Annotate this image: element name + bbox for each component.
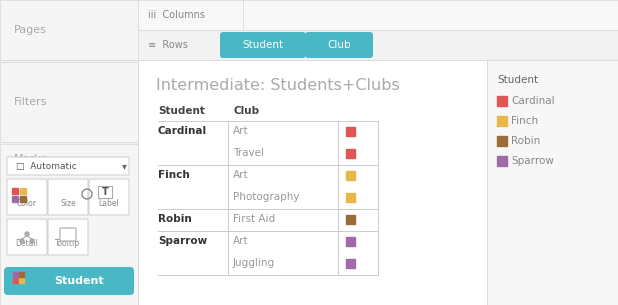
Text: Art: Art bbox=[233, 170, 248, 180]
Text: Sparrow: Sparrow bbox=[158, 236, 207, 246]
Text: □  Automatic: □ Automatic bbox=[16, 162, 77, 170]
Text: Filters: Filters bbox=[14, 97, 48, 107]
FancyBboxPatch shape bbox=[220, 32, 306, 58]
Text: Art: Art bbox=[233, 236, 248, 246]
Text: Marks: Marks bbox=[14, 154, 48, 164]
Text: Juggling: Juggling bbox=[233, 258, 275, 268]
Bar bbox=[12, 196, 18, 202]
Circle shape bbox=[20, 239, 24, 243]
Bar bbox=[98, 186, 112, 198]
Bar bbox=[346, 171, 355, 180]
Bar bbox=[138, 0, 618, 30]
Bar bbox=[497, 156, 507, 166]
Text: Student: Student bbox=[497, 75, 538, 85]
FancyBboxPatch shape bbox=[305, 32, 373, 58]
Bar bbox=[346, 259, 355, 268]
FancyBboxPatch shape bbox=[4, 267, 134, 295]
Bar bbox=[346, 193, 355, 202]
Bar bbox=[20, 188, 26, 194]
Text: Cardinal: Cardinal bbox=[511, 96, 554, 106]
Circle shape bbox=[25, 232, 29, 236]
Bar bbox=[346, 149, 355, 158]
FancyBboxPatch shape bbox=[7, 157, 129, 175]
Bar bbox=[497, 116, 507, 126]
Bar bbox=[19, 278, 24, 283]
Bar bbox=[346, 237, 355, 246]
Bar bbox=[138, 30, 618, 60]
Text: Sparrow: Sparrow bbox=[511, 156, 554, 166]
Bar bbox=[346, 127, 355, 136]
Text: Club: Club bbox=[233, 106, 259, 116]
Bar bbox=[20, 196, 26, 202]
Text: Cardinal: Cardinal bbox=[158, 126, 207, 136]
Bar bbox=[0, 62, 138, 142]
Text: ≡  Rows: ≡ Rows bbox=[148, 40, 188, 50]
Text: Travel: Travel bbox=[233, 148, 264, 158]
Text: Student: Student bbox=[158, 106, 205, 116]
FancyBboxPatch shape bbox=[7, 219, 47, 255]
Bar bbox=[497, 136, 507, 146]
Text: Finch: Finch bbox=[158, 170, 190, 180]
Bar bbox=[0, 144, 138, 305]
Text: Pages: Pages bbox=[14, 25, 47, 35]
Text: Intermediate: Students+Clubs: Intermediate: Students+Clubs bbox=[156, 78, 400, 93]
Bar bbox=[19, 272, 24, 277]
Text: Robin: Robin bbox=[511, 136, 540, 146]
Text: T: T bbox=[101, 187, 108, 197]
Bar bbox=[138, 60, 487, 305]
Text: Label: Label bbox=[99, 199, 119, 208]
Text: iii  Columns: iii Columns bbox=[148, 10, 205, 20]
FancyBboxPatch shape bbox=[48, 219, 88, 255]
Bar bbox=[13, 278, 18, 283]
Bar bbox=[13, 272, 18, 277]
FancyBboxPatch shape bbox=[60, 228, 76, 241]
Text: Club: Club bbox=[327, 40, 351, 50]
Text: Finch: Finch bbox=[511, 116, 538, 126]
Text: ▾: ▾ bbox=[122, 161, 127, 171]
FancyBboxPatch shape bbox=[7, 179, 47, 215]
Text: Size: Size bbox=[60, 199, 76, 208]
Text: Detail: Detail bbox=[15, 239, 38, 248]
FancyBboxPatch shape bbox=[48, 179, 88, 215]
Text: Student: Student bbox=[242, 40, 284, 50]
Text: Student: Student bbox=[54, 276, 104, 286]
Text: Photography: Photography bbox=[233, 192, 300, 202]
Bar bbox=[346, 215, 355, 224]
Bar bbox=[0, 0, 138, 305]
Bar bbox=[0, 0, 138, 60]
Circle shape bbox=[30, 239, 34, 243]
Text: Robin: Robin bbox=[158, 214, 192, 224]
Text: Color: Color bbox=[17, 199, 37, 208]
FancyBboxPatch shape bbox=[89, 179, 129, 215]
Text: Art: Art bbox=[233, 126, 248, 136]
Bar bbox=[497, 96, 507, 106]
Bar bbox=[12, 188, 18, 194]
Text: Tooltip: Tooltip bbox=[56, 239, 80, 248]
Text: First Aid: First Aid bbox=[233, 214, 275, 224]
Bar bbox=[487, 60, 618, 305]
